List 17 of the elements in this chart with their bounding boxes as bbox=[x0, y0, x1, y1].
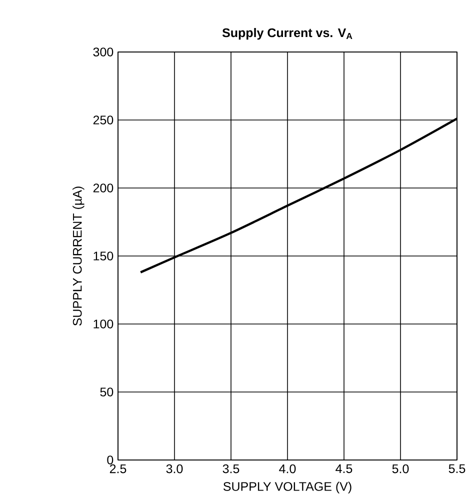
y-tick-label: 100 bbox=[94, 320, 114, 328]
x-tick-label: 3.5 bbox=[222, 464, 240, 474]
x-tick-label: 3.0 bbox=[166, 464, 183, 474]
y-tick-label: 150 bbox=[94, 252, 114, 260]
x-tick-label: 2.5 bbox=[110, 464, 126, 474]
y-axis-title: SUPPLY CURRENT (µA) bbox=[72, 186, 84, 326]
y-tick-label: 200 bbox=[93, 184, 114, 192]
y-tick-label: 300 bbox=[93, 48, 114, 56]
x-axis-title: SUPPLY VOLTAGE (V) bbox=[224, 482, 352, 494]
x-tick-label: 5.0 bbox=[392, 464, 409, 474]
chart-title: Supply Current vs. V$_{A}$ bbox=[222, 28, 352, 40]
x-tick-label: 4.5 bbox=[336, 464, 352, 474]
x-tick-label: 4.0 bbox=[279, 464, 296, 474]
y-tick-label: 0 bbox=[107, 456, 114, 464]
y-tick-label: 50 bbox=[100, 388, 114, 396]
x-tick-label: 5.5 bbox=[448, 464, 466, 474]
y-tick-label: 250 bbox=[93, 116, 114, 124]
